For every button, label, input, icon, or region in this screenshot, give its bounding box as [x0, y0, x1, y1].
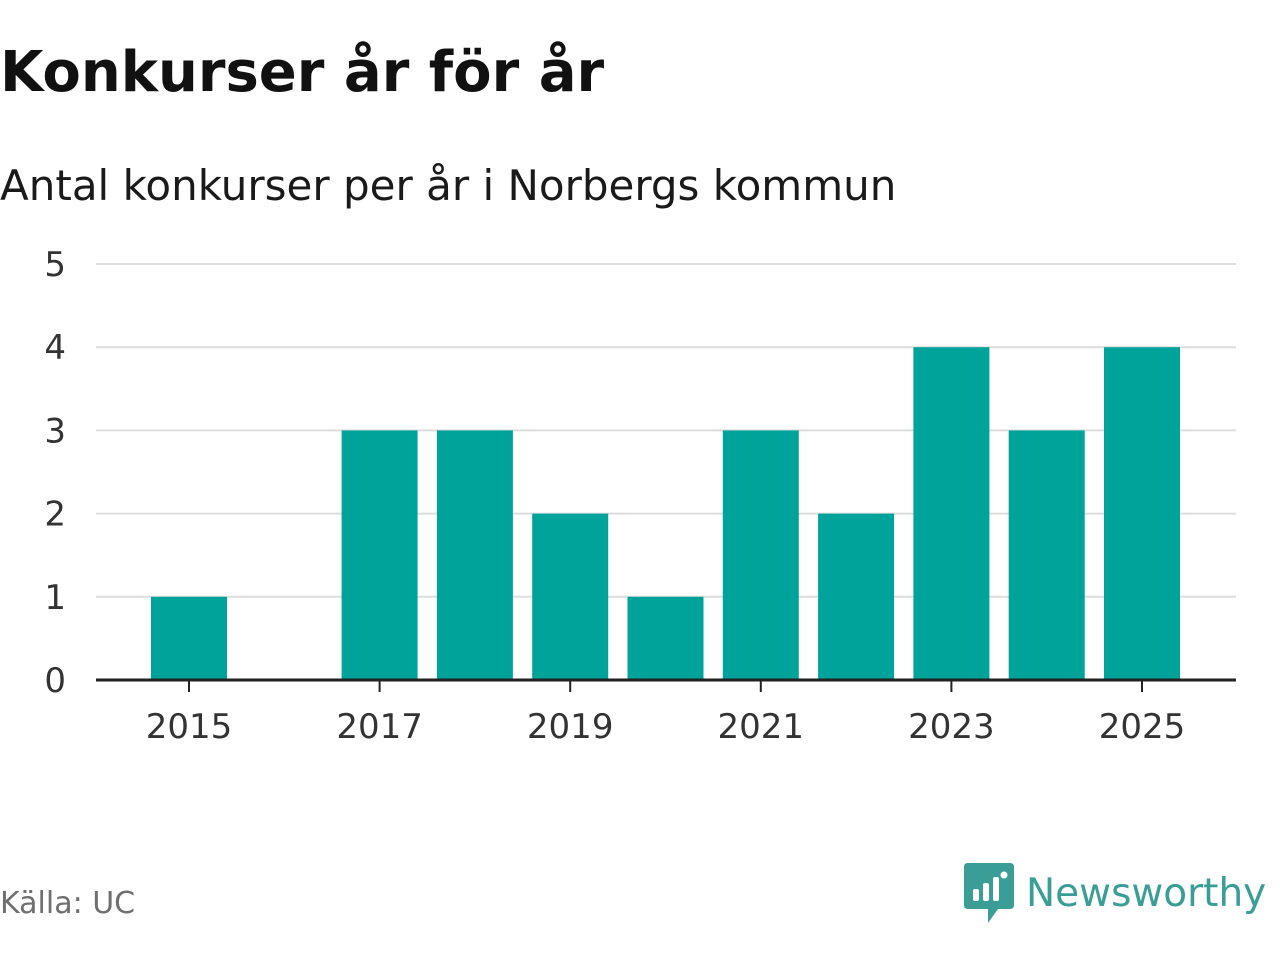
- x-tick-label: 2023: [908, 707, 995, 747]
- chart-title: Konkurser år för år: [0, 40, 605, 105]
- bar-2024: [1008, 430, 1085, 680]
- source-note: Källa: UC: [0, 886, 136, 921]
- brand-name: Newsworthy: [1026, 871, 1267, 916]
- bars: [151, 347, 1180, 680]
- bar-2022: [818, 513, 895, 680]
- x-tick-label: 2021: [718, 707, 805, 747]
- x-tick-label: 2019: [527, 707, 614, 747]
- y-tick-label: 2: [44, 495, 66, 535]
- y-tick-label: 1: [44, 578, 66, 618]
- brand-logo[interactable]: Newsworthy: [964, 862, 1266, 926]
- y-tick-label: 0: [44, 661, 66, 701]
- bar-2023: [913, 347, 990, 680]
- bar-chart: 0 1 2 3 4 5 2015 2017 2019 2021 2023 2025: [44, 245, 1236, 747]
- y-axis-tick-labels: 0 1 2 3 4 5: [44, 245, 66, 701]
- bar-2015: [151, 596, 227, 680]
- x-tick-label: 2017: [336, 707, 423, 747]
- y-tick-label: 5: [44, 245, 66, 285]
- x-tick-label: 2015: [146, 707, 233, 747]
- y-tick-label: 4: [44, 328, 66, 368]
- y-tick-label: 3: [44, 411, 66, 451]
- bar-2025: [1104, 347, 1180, 680]
- bar-2021: [722, 430, 799, 680]
- bar-2018: [436, 430, 513, 680]
- x-tick-label: 2025: [1099, 707, 1186, 747]
- x-axis: [96, 678, 1236, 692]
- bar-2020: [627, 596, 704, 680]
- bar-2017: [341, 430, 418, 680]
- bar-2019: [532, 513, 609, 680]
- x-axis-tick-labels: 2015 2017 2019 2021 2023 2025: [146, 707, 1186, 747]
- chart-subtitle: Antal konkurser per år i Norbergs kommun: [0, 161, 897, 210]
- newsworthy-logo-icon: [964, 863, 1014, 923]
